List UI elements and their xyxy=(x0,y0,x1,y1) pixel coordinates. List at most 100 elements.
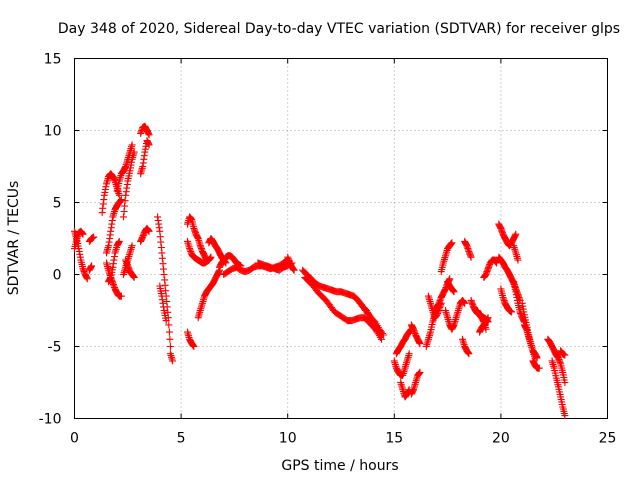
data-point xyxy=(115,239,123,246)
data-point xyxy=(416,340,424,348)
data-point xyxy=(402,361,410,368)
data-point xyxy=(124,263,132,271)
data-point xyxy=(467,253,475,261)
data-point xyxy=(459,335,466,343)
data-point xyxy=(145,141,153,149)
data-point xyxy=(561,351,569,359)
data-point xyxy=(463,243,471,251)
data-point xyxy=(158,296,166,304)
data-point xyxy=(165,321,173,329)
data-point xyxy=(194,233,202,241)
data-point xyxy=(162,317,170,325)
data-point xyxy=(518,299,526,307)
data-point xyxy=(207,253,215,261)
series-arc-ah xyxy=(407,321,424,348)
data-point xyxy=(189,341,197,349)
data-point xyxy=(126,167,134,175)
data-point xyxy=(110,256,118,264)
data-point xyxy=(416,368,424,376)
y-tick-label: 0 xyxy=(53,268,62,284)
data-point xyxy=(165,328,173,336)
data-point xyxy=(437,299,445,307)
data-point xyxy=(90,233,98,241)
y-tick-label: -5 xyxy=(48,340,62,356)
series-arc-q xyxy=(166,350,177,365)
series-arc-as xyxy=(476,314,492,336)
series-arc-o xyxy=(137,224,153,245)
data-point xyxy=(467,252,474,260)
data-point xyxy=(157,238,165,246)
data-point xyxy=(130,148,138,156)
series-arc-al xyxy=(442,296,469,333)
data-point xyxy=(493,259,501,267)
data-point xyxy=(166,350,174,358)
data-point xyxy=(517,309,525,317)
series-arc-aa xyxy=(284,253,298,274)
data-point xyxy=(123,259,131,267)
data-point xyxy=(512,249,520,257)
data-point xyxy=(121,197,129,205)
data-point xyxy=(107,227,115,235)
data-point xyxy=(556,357,563,365)
x-tick-label: 5 xyxy=(177,431,186,447)
data-point xyxy=(108,278,116,286)
data-point xyxy=(425,294,433,302)
data-point xyxy=(197,243,205,251)
data-point xyxy=(378,335,385,343)
series-arc-ba xyxy=(520,321,541,362)
series-arc-aw xyxy=(495,253,524,304)
data-point xyxy=(427,299,434,307)
series-arc-an xyxy=(444,278,458,296)
series-arc-am xyxy=(437,239,456,276)
data-point xyxy=(520,308,528,316)
axis-ticks: 0 5 10 15 20 25 -10 -5 0 5 10 15 xyxy=(39,52,617,447)
series-arc-bf xyxy=(557,347,569,359)
data-point xyxy=(79,265,87,273)
data-point xyxy=(460,299,468,307)
data-point xyxy=(126,249,134,257)
data-point xyxy=(425,334,433,341)
data-point xyxy=(110,282,118,290)
data-point xyxy=(166,343,174,350)
series-arc-n xyxy=(137,137,153,178)
series-arc-l xyxy=(122,256,138,281)
data-point xyxy=(443,310,450,318)
data-point xyxy=(105,238,113,246)
data-point xyxy=(449,286,457,294)
data-point xyxy=(397,380,405,388)
series-arc-be xyxy=(552,350,569,386)
y-tick-label: 15 xyxy=(44,52,62,68)
data-point xyxy=(461,299,469,307)
series-arc-p xyxy=(154,213,174,350)
data-point xyxy=(375,328,383,336)
data-point xyxy=(158,254,166,262)
data-point xyxy=(155,224,163,232)
data-point xyxy=(130,273,138,281)
data-point xyxy=(107,273,115,281)
data-point xyxy=(412,379,420,386)
series-arc-r xyxy=(156,282,170,325)
series-arc-af xyxy=(392,325,415,358)
data-point xyxy=(117,292,125,300)
data-point xyxy=(485,263,493,271)
data-point xyxy=(512,230,520,238)
data-point xyxy=(454,308,462,316)
data-point xyxy=(289,265,297,273)
data-point xyxy=(83,275,91,283)
data-point xyxy=(514,256,522,264)
chart-title: Day 348 of 2020, Sidereal Day-to-day VTE… xyxy=(58,21,620,37)
series-arc-d xyxy=(85,262,96,274)
series-arc-s xyxy=(184,328,198,350)
data-point xyxy=(561,379,569,386)
data-point xyxy=(184,239,192,247)
data-point xyxy=(405,350,413,358)
x-tick-label: 20 xyxy=(492,431,510,447)
data-point xyxy=(444,316,452,323)
data-point xyxy=(450,288,458,296)
data-point xyxy=(79,230,87,238)
data-point xyxy=(549,361,557,368)
data-point xyxy=(433,311,441,319)
data-point xyxy=(169,357,177,365)
data-point xyxy=(137,168,145,176)
data-point xyxy=(87,263,95,271)
